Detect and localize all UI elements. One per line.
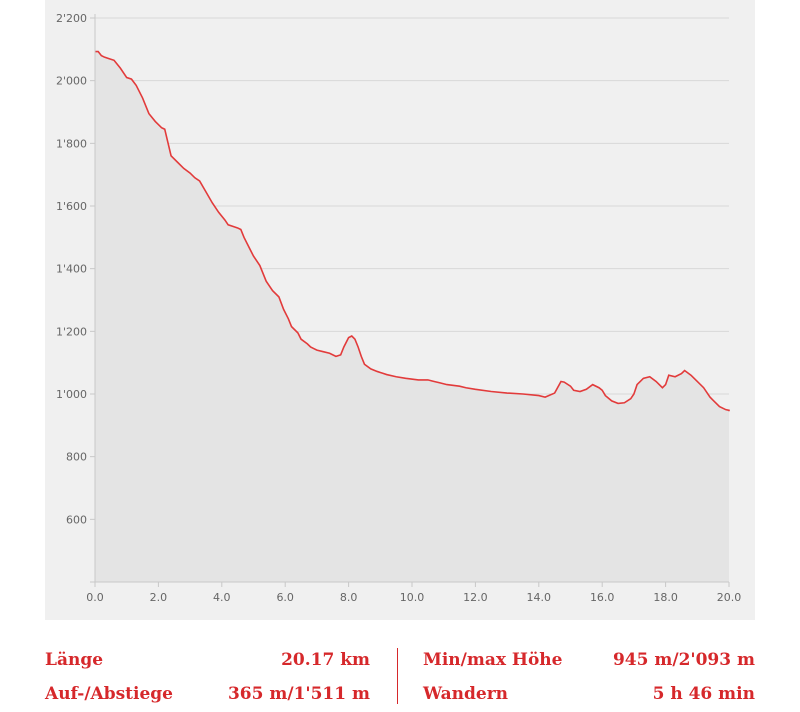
- stats-divider: [397, 648, 398, 704]
- y-tick-label: 2'200: [56, 12, 87, 25]
- elevation-chart: 600 800 1'000 1'200 1'400 1'600 1'800 2'000 2'20…: [45, 0, 755, 620]
- ascent-descent-label: Auf-/Abstiege: [45, 684, 173, 704]
- x-tick-label: 2.0: [150, 591, 168, 604]
- y-tick-label: 1'000: [56, 388, 87, 401]
- y-tick-label: 800: [66, 451, 87, 464]
- min-max-altitude-value: 945 m/2'093 m: [612, 650, 755, 670]
- x-tick-label: 20.0: [717, 591, 742, 604]
- x-tick-label: 4.0: [213, 591, 231, 604]
- x-tick-label: 0.0: [86, 591, 104, 604]
- y-tick-label: 1'200: [56, 325, 87, 338]
- elevation-chart-svg: 600 800 1'000 1'200 1'400 1'600 1'800 2'000 2'20…: [56, 12, 741, 604]
- elevation-area: [95, 51, 729, 582]
- y-tick-label: 2'000: [56, 75, 87, 88]
- elevation-line: [95, 50, 730, 412]
- x-tick-label: 8.0: [340, 591, 358, 604]
- activity-duration-value: 5 h 46 min: [652, 684, 755, 704]
- y-tick-label: 600: [66, 513, 87, 526]
- ascent-descent-value: 365 m/1'511 m: [227, 684, 370, 704]
- x-tick-label: 14.0: [527, 591, 552, 604]
- x-tick-label: 12.0: [463, 591, 488, 604]
- activity-label: Wandern: [423, 684, 509, 704]
- y-tick-label: 1'800: [56, 137, 87, 150]
- axes: [90, 14, 729, 583]
- length-value: 20.17 km: [281, 650, 370, 670]
- x-tick-labels: 0.0 2.0 4.0 6.0 8.0 10.0 12.0 14.0 16.0 18.0 20.0: [86, 582, 741, 604]
- y-tick-labels: 600 800 1'000 1'200 1'400 1'600 1'800 2'000 2'20…: [56, 12, 95, 526]
- x-tick-label: 10.0: [400, 591, 425, 604]
- min-max-altitude-label: Min/max Höhe: [423, 650, 563, 670]
- x-tick-label: 6.0: [276, 591, 294, 604]
- y-tick-label: 1'400: [56, 263, 87, 276]
- x-tick-label: 18.0: [653, 591, 678, 604]
- length-label: Länge: [45, 650, 104, 670]
- x-tick-label: 16.0: [590, 591, 615, 604]
- route-stats: Länge 20.17 km Auf-/Abstiege 365 m/1'511…: [0, 640, 800, 712]
- y-tick-label: 1'600: [56, 200, 87, 213]
